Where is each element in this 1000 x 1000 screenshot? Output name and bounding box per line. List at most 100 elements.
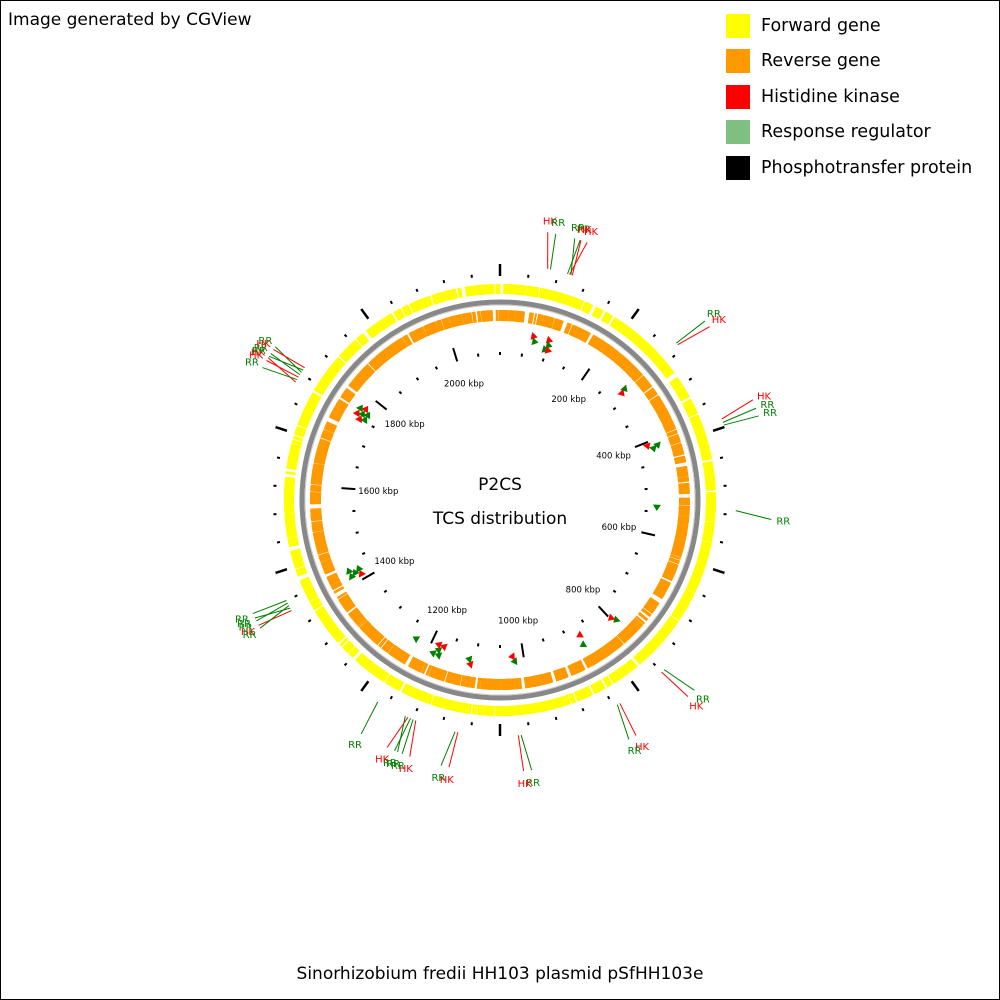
callout-label: RR [235, 615, 249, 626]
forward-gene [289, 448, 301, 455]
forward-gene [568, 693, 575, 704]
forward-gene [312, 602, 323, 611]
histidine-kinase-swatch [726, 84, 750, 109]
forward-gene [464, 703, 470, 714]
reverse-gene [480, 678, 485, 690]
callout-label: HK [543, 216, 558, 227]
forward-gene [436, 292, 442, 304]
reverse-gene [311, 520, 323, 525]
ruler-label: 200 kbp [551, 395, 586, 405]
reverse-gene [572, 326, 581, 338]
reverse-gene [325, 421, 338, 429]
ruler-tick [597, 605, 609, 618]
reverse-gene [575, 661, 583, 673]
reverse-gene [334, 403, 346, 412]
callout-label: HK [241, 627, 256, 638]
forward-gene [413, 688, 422, 700]
outer-tick [607, 300, 611, 305]
ruler-tick [634, 552, 639, 556]
reverse-gene [676, 525, 689, 531]
reverse-gene [607, 640, 618, 652]
forward-gene [334, 358, 345, 368]
callout-label: RR [577, 225, 591, 236]
reverse-gene [523, 677, 528, 689]
ruler-tick [562, 630, 566, 634]
ruler-tick [355, 531, 359, 534]
reverse-gene [311, 522, 323, 528]
forward-gene [623, 327, 632, 337]
ruler-tick [641, 466, 645, 469]
reverse-gene [664, 425, 677, 434]
legend-item-histidine-kinase: Histidine kinase [726, 79, 972, 115]
callout-label: RR [628, 746, 642, 757]
forward-gene [555, 697, 563, 708]
reverse-gene [359, 620, 370, 630]
reverse-gene [677, 472, 689, 478]
response-regulator-marker [510, 657, 518, 666]
forward-gene [603, 675, 613, 687]
callout-label: RR [760, 400, 774, 411]
outer-tick [702, 402, 706, 406]
outer-tick [276, 456, 281, 460]
forward-gene [660, 625, 672, 635]
forward-gene [678, 392, 690, 402]
forward-gene [700, 542, 712, 548]
reverse-gene [618, 631, 629, 643]
callout-label: RR [386, 759, 400, 770]
legend-item-forward-gene: Forward gene [726, 8, 972, 44]
ruler-label: 1600 kbp [358, 487, 398, 497]
reverse-gene [561, 667, 568, 679]
reverse-gene [398, 337, 408, 349]
reverse-gene [476, 677, 482, 689]
reverse-gene [671, 444, 683, 451]
reverse-gene [384, 641, 393, 652]
reverse-gene [312, 468, 324, 473]
reverse-gene [677, 521, 689, 526]
outer-tick [630, 308, 640, 320]
forward-gene [611, 318, 621, 330]
forward-gene [627, 658, 638, 670]
reverse-gene [676, 466, 688, 472]
forward-gene [344, 347, 355, 357]
forward-gene [405, 685, 413, 696]
reverse-gene [508, 310, 513, 322]
outer-tick [294, 402, 298, 406]
forward-gene [426, 693, 434, 705]
reverse-gene [381, 639, 390, 650]
forward-gene [287, 455, 299, 461]
callout-line [268, 355, 304, 371]
reverse-gene [363, 624, 374, 635]
reverse-gene [402, 335, 411, 347]
reverse-gene [667, 561, 679, 569]
forward-gene [419, 297, 428, 309]
ruler-tick [361, 552, 366, 556]
forward-gene [290, 548, 301, 555]
reverse-gene [557, 320, 564, 332]
reverse-gene [428, 665, 435, 677]
forward-gene [540, 288, 547, 299]
reverse-gene [638, 380, 651, 391]
forward-gene [381, 317, 390, 328]
reverse-gene-swatch [726, 49, 750, 74]
forward-gene [427, 295, 434, 307]
forward-gene [701, 453, 712, 460]
reverse-gene [670, 551, 682, 558]
reverse-gene [538, 314, 544, 326]
forward-gene [667, 615, 679, 626]
forward-gene [609, 317, 619, 328]
reverse-gene [325, 423, 337, 430]
forward-gene [687, 409, 698, 418]
forward-gene [705, 510, 716, 514]
reverse-gene [385, 642, 395, 654]
forward-gene [650, 638, 660, 648]
forward-gene [537, 701, 544, 713]
reverse-gene [556, 319, 562, 331]
outer-tick [652, 662, 657, 667]
forward-gene [635, 652, 646, 663]
histidine-kinase-marker [361, 405, 369, 414]
reverse-gene [606, 347, 616, 359]
reverse-gene [338, 593, 349, 602]
ruler-tick [541, 638, 545, 642]
forward-gene [596, 308, 604, 320]
forward-gene [672, 609, 683, 618]
